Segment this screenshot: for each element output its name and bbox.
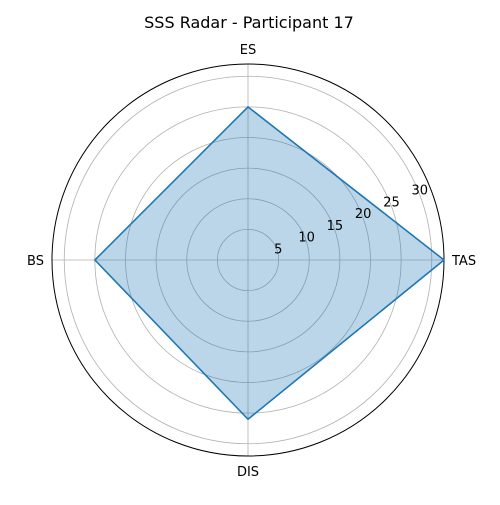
category-label: DIS [237,465,259,480]
series-layer [94,106,445,421]
radial-tick-label: 10 [298,231,315,246]
category-label: ES [240,43,256,58]
category-label: TAS [451,254,476,269]
radial-tick-label: 5 [274,242,282,257]
chart-title: SSS Radar - Participant 17 [144,13,354,32]
series-area [94,106,444,420]
radial-tick-label: 20 [355,207,372,222]
label-layer: TAS ES BS DIS 5 10 15 20 25 30 [27,43,476,480]
radial-tick-label: 15 [327,219,344,234]
series-line [94,106,445,421]
radial-tick-label: 30 [411,184,428,199]
radial-tick-label: 25 [383,195,400,210]
category-label: BS [27,254,44,269]
